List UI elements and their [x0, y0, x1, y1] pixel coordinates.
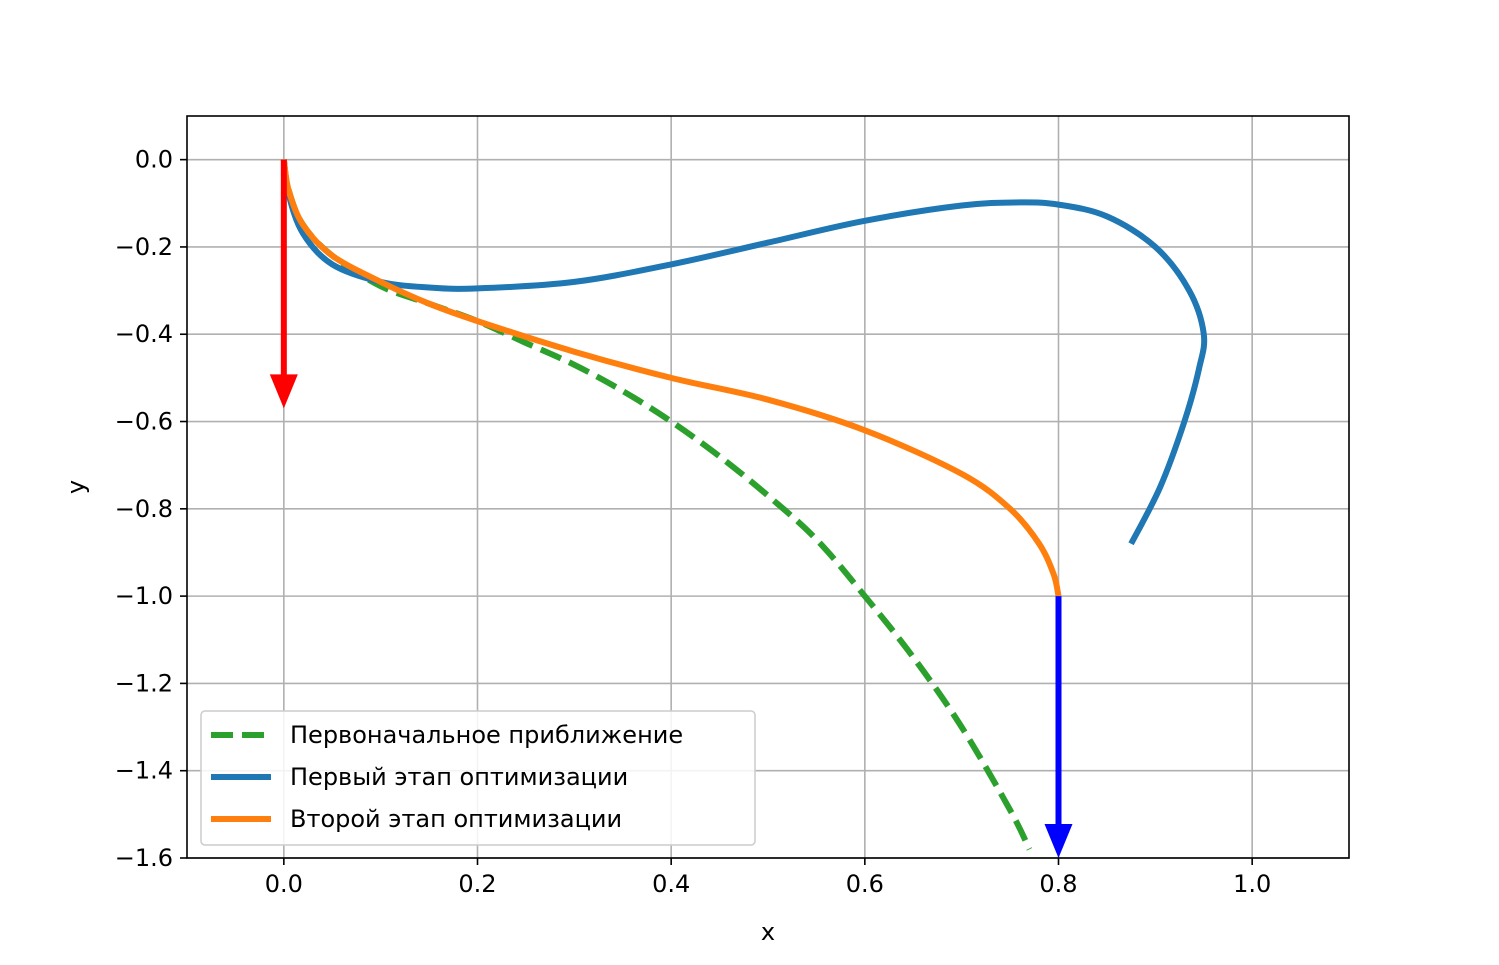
x-tick-label: 0.2: [458, 870, 496, 898]
y-tick-label: −0.6: [115, 408, 173, 436]
y-tick-label: −0.8: [115, 495, 173, 523]
y-tick-label: −1.6: [115, 844, 173, 872]
arrow-head-1: [269, 374, 298, 409]
series-layer: [280, 159, 1208, 851]
x-tick-label: 1.0: [1233, 870, 1271, 898]
y-tick-label: −1.2: [115, 669, 173, 697]
y-tick-label: −1.0: [115, 582, 173, 610]
x-tick-label: 0.8: [1039, 870, 1077, 898]
legend-box: [200, 710, 756, 846]
x-tick-label: 0.4: [652, 870, 690, 898]
series-line-3: [280, 159, 1062, 597]
legend-label-2: Первый этап оптимизации: [290, 763, 628, 791]
legend: Первоначальное приближение Первый этап оп…: [200, 710, 756, 846]
arrow-layer: [269, 159, 1073, 858]
legend-label-3: Второй этап оптимизации: [290, 805, 622, 833]
plot-frame: [186, 115, 1350, 859]
y-tick-label: −1.4: [115, 757, 173, 785]
y-axis-label: y: [62, 480, 90, 494]
y-tick-label: 0.0: [135, 146, 173, 174]
legend-label-1: Первоначальное приближение: [290, 721, 683, 749]
arrow-head-2: [1044, 824, 1073, 858]
y-tick-label: −0.4: [115, 320, 173, 348]
ticks: 0.0 0.2 0.4 0.6 0.8 1.0 0.0 −0.2 −0.4 −0.6 −0.8 −1.…: [115, 146, 1272, 898]
x-tick-label: 0.0: [265, 870, 303, 898]
x-axis-label: x: [761, 918, 775, 946]
x-tick-label: 0.6: [846, 870, 884, 898]
y-tick-label: −0.2: [115, 233, 173, 261]
